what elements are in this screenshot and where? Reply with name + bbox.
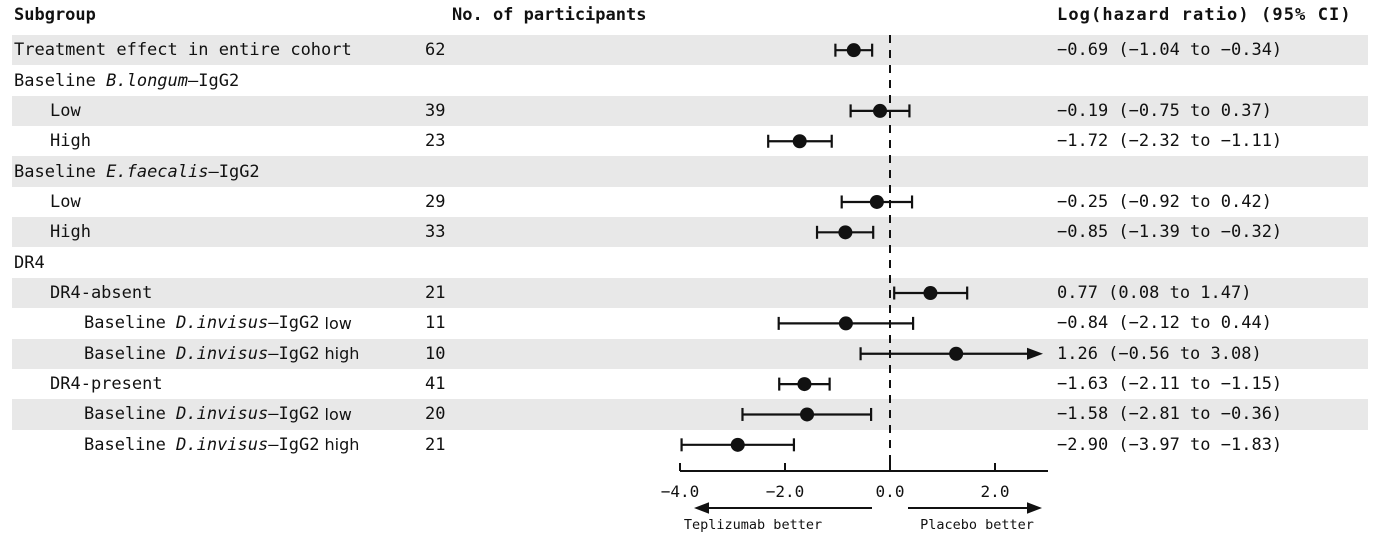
subgroup-label-part: D.invisus [176,434,269,455]
x-axis-tick-label: 2.0 [981,482,1010,501]
subgroup-label: DR4-present [50,369,163,399]
subgroup-label: High [50,126,91,156]
table-row: Treatment effect in entire cohort 62 −0.69… [12,35,1368,66]
subgroup-label-part: Baseline [84,434,177,455]
hazard-ratio-value: −1.72 (−2.32 to −1.11) [1057,131,1283,152]
subgroup-label-part: E.faecalis [106,161,209,182]
table-row: Baseline D.invisus –IgG2 low 20 −1.58 (−2.8… [12,399,1368,430]
subgroup-label-part: D.invisus [176,404,269,425]
direction-label-left: Teplizumab better [684,517,822,533]
subgroup-label: Baseline D.invisus –IgG2 low [84,399,352,429]
subgroup-label: Low [50,96,81,126]
direction-arrow-left-icon [694,502,709,514]
participants-count: 39 [425,100,446,121]
x-axis-tick-label: −4.0 [661,482,700,501]
column-header-hazard-ratio: Log(hazard ratio) (95% CI) [1057,5,1352,25]
subgroup-label-part: Low [50,191,81,212]
subgroup-label-part: Baseline [84,404,177,425]
subgroup-label: Baseline D.invisus –IgG2 high [84,339,359,369]
subgroup-label-part: Baseline [84,313,177,334]
subgroup-label: DR4 [14,247,45,277]
subgroup-label-part: low [319,404,352,424]
table-row: Baseline B.longum –IgG2 [12,65,1368,95]
table-row: High 33 −0.85 (−1.39 to −0.32) [12,217,1368,248]
subgroup-label-part: –IgG2 [268,434,320,455]
subgroup-label-part: –IgG2 [208,161,260,182]
subgroup-label-part: –IgG2 [268,343,320,364]
subgroup-label-part: High [50,131,91,152]
hazard-ratio-value: −1.63 (−2.11 to −1.15) [1057,374,1283,395]
subgroup-label-part: B.longum [106,70,189,91]
subgroup-label-part: DR4-present [50,374,163,395]
table-row: Baseline D.invisus –IgG2 low 11 −0.84 (−2.1… [12,308,1368,338]
table-row: Baseline D.invisus –IgG2 high 21 −2.90 (−3.… [12,430,1368,460]
subgroup-label-part: Baseline [14,161,107,182]
subgroup-label-part: Baseline [14,70,107,91]
subgroup-label: Low [50,187,81,217]
subgroup-label: High [50,217,91,247]
participants-count: 41 [425,374,446,395]
hazard-ratio-value: −0.25 (−0.92 to 0.42) [1057,191,1272,212]
subgroup-label-part: High [50,222,91,243]
table-row: DR4 [12,247,1368,277]
x-axis-tick-label: −2.0 [766,482,805,501]
hazard-ratio-value: −2.90 (−3.97 to −1.83) [1057,434,1283,455]
table-row: Low 39 −0.19 (−0.75 to 0.37) [12,95,1368,127]
column-header-subgroup: Subgroup [14,5,96,25]
subgroup-label-part: –IgG2 [268,313,320,334]
participants-count: 20 [425,404,446,425]
table-row: DR4-absent 21 0.77 (0.08 to 1.47) [12,277,1368,309]
hazard-ratio-value: 0.77 (0.08 to 1.47) [1057,283,1252,304]
participants-count: 33 [425,222,446,243]
subgroup-label: Baseline E.faecalis –IgG2 [14,156,260,186]
subgroup-label: Baseline B.longum –IgG2 [14,65,239,95]
hazard-ratio-value: 1.26 (−0.56 to 3.08) [1057,343,1262,364]
table-row: High 23 −1.72 (−2.32 to −1.11) [12,126,1368,156]
participants-count: 21 [425,283,446,304]
column-header-participants: No. of participants [452,5,647,25]
hazard-ratio-value: −0.69 (−1.04 to −0.34) [1057,40,1283,61]
hazard-ratio-value: −0.19 (−0.75 to 0.37) [1057,100,1272,121]
direction-arrow-right-icon [1027,502,1042,514]
subgroup-label-part: high [319,435,360,455]
subgroup-label-part: DR4 [14,252,45,273]
subgroup-label-part: D.invisus [176,343,269,364]
participants-count: 21 [425,434,446,455]
table-row: Baseline E.faecalis –IgG2 [12,156,1368,187]
table-row: Low 29 −0.25 (−0.92 to 0.42) [12,187,1368,217]
participants-count: 62 [425,40,446,61]
subgroup-label-part: –IgG2 [268,404,320,425]
subgroup-label: DR4-absent [50,278,152,308]
subgroup-label: Baseline D.invisus –IgG2 high [84,430,359,460]
subgroup-label-part: high [319,344,360,364]
subgroup-label: Baseline D.invisus –IgG2 low [84,308,352,338]
participants-count: 23 [425,131,446,152]
direction-label-right: Placebo better [920,517,1034,533]
subgroup-label: Treatment effect in entire cohort [14,35,352,65]
subgroup-label-part: D.invisus [176,313,269,334]
hazard-ratio-value: −0.85 (−1.39 to −0.32) [1057,222,1283,243]
participants-count: 10 [425,343,446,364]
hazard-ratio-value: −1.58 (−2.81 to −0.36) [1057,404,1283,425]
hazard-ratio-value: −0.84 (−2.12 to 0.44) [1057,313,1272,334]
subgroup-label-part: Low [50,100,81,121]
table-row: Baseline D.invisus –IgG2 high 10 1.26 (−0.5… [12,338,1368,369]
subgroup-label-part: Treatment effect in entire cohort [14,40,352,61]
subgroup-label-part: Baseline [84,343,177,364]
participants-count: 11 [425,313,446,334]
subgroup-label-part: –IgG2 [188,70,240,91]
subgroup-label-part: low [319,313,352,333]
table-row: DR4-present 41 −1.63 (−2.11 to −1.15) [12,369,1368,399]
x-axis-tick-label: 0.0 [876,482,905,501]
subgroup-label-part: DR4-absent [50,283,153,304]
participants-count: 29 [425,191,446,212]
